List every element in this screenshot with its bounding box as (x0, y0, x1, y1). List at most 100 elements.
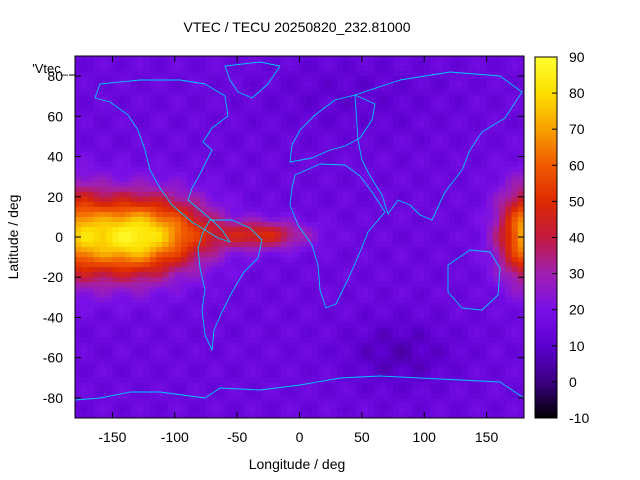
heat-cell (137, 347, 144, 354)
heat-cell (455, 101, 463, 107)
heat-cell (436, 277, 444, 283)
heat-cell (424, 247, 431, 253)
heat-cell (118, 367, 126, 374)
heat-cell (212, 377, 219, 384)
heat-cell (424, 327, 431, 333)
heat-cell (93, 226, 101, 233)
heat-cell (156, 66, 163, 72)
heat-cell (106, 191, 113, 198)
heat-cell (118, 131, 126, 137)
heat-cell (461, 116, 469, 122)
heat-cell (249, 247, 257, 253)
heat-cell (274, 221, 282, 228)
heat-cell (330, 61, 338, 67)
heat-cell (318, 262, 325, 268)
heat-cell (280, 397, 288, 404)
heat-cell (399, 106, 406, 112)
heat-cell (330, 216, 338, 223)
heat-cell (93, 206, 101, 213)
heat-cell (411, 181, 419, 188)
heat-cell (293, 221, 300, 228)
heat-cell (330, 342, 338, 349)
heat-cell (405, 221, 413, 228)
heat-cell (187, 131, 194, 137)
heat-cell (417, 186, 425, 193)
heat-cell (280, 362, 288, 369)
heat-cell (274, 106, 282, 112)
heat-cell (474, 166, 481, 173)
heat-cell (405, 387, 413, 394)
heat-cell (287, 372, 294, 379)
heat-cell (343, 81, 350, 87)
heat-cell (455, 81, 463, 87)
heat-cell (124, 91, 132, 97)
heat-cell (137, 242, 144, 248)
heat-cell (212, 362, 219, 369)
heat-cell (205, 81, 213, 87)
heat-cell (262, 176, 269, 183)
heat-cell (368, 126, 375, 132)
heat-cell (143, 121, 151, 127)
heat-cell (305, 131, 313, 137)
heat-cell (336, 211, 344, 218)
heat-cell (449, 257, 456, 263)
heat-cell (199, 206, 207, 213)
heat-cell (243, 297, 251, 303)
heat-cell (349, 161, 357, 168)
heat-cell (449, 191, 456, 198)
heat-cell (449, 397, 456, 404)
heat-cell (293, 302, 300, 308)
heat-cell (149, 297, 157, 303)
heat-cell (187, 292, 194, 298)
heat-cell (75, 166, 82, 173)
heat-cell (124, 86, 132, 92)
heat-cell (205, 372, 213, 379)
heat-cell (311, 176, 319, 183)
heat-cell (499, 111, 506, 117)
heat-cell (149, 161, 157, 168)
heat-cell (399, 151, 406, 157)
heat-cell (75, 191, 82, 198)
heat-cell (75, 201, 82, 208)
heat-cell (368, 302, 375, 308)
heat-cell (181, 237, 188, 243)
heat-cell (249, 392, 257, 399)
heat-cell (156, 116, 163, 122)
heat-cell (106, 146, 113, 152)
heat-cell (499, 171, 506, 178)
heat-cell (318, 237, 325, 243)
heat-cell (193, 247, 201, 253)
heat-cell (467, 397, 475, 404)
heat-cell (455, 357, 463, 364)
heat-cell (380, 231, 388, 238)
heat-cell (324, 362, 332, 369)
heat-cell (218, 81, 226, 87)
heat-cell (343, 61, 350, 67)
heat-cell (449, 71, 456, 77)
heat-cell (343, 247, 350, 253)
heat-cell (349, 221, 357, 228)
heat-cell (106, 292, 113, 298)
heat-cell (343, 56, 350, 62)
heat-cell (149, 231, 157, 238)
heat-cell (149, 257, 157, 263)
heat-cell (87, 257, 95, 263)
heat-cell (430, 141, 438, 147)
heat-cell (399, 252, 406, 258)
heat-cell (93, 61, 101, 67)
heat-cell (336, 206, 344, 213)
heat-cell (299, 111, 307, 117)
heat-cell (442, 81, 450, 87)
heat-cell (174, 287, 182, 293)
heat-cell (218, 397, 226, 404)
heat-cell (492, 277, 500, 283)
heat-cell (411, 211, 419, 218)
heat-cell (181, 116, 188, 122)
heat-cell (268, 282, 275, 288)
heat-cell (455, 86, 463, 92)
heat-cell (249, 272, 257, 278)
heat-cell (424, 257, 431, 263)
heat-cell (517, 287, 525, 293)
heat-cell (386, 186, 394, 193)
heat-cell (181, 221, 188, 228)
